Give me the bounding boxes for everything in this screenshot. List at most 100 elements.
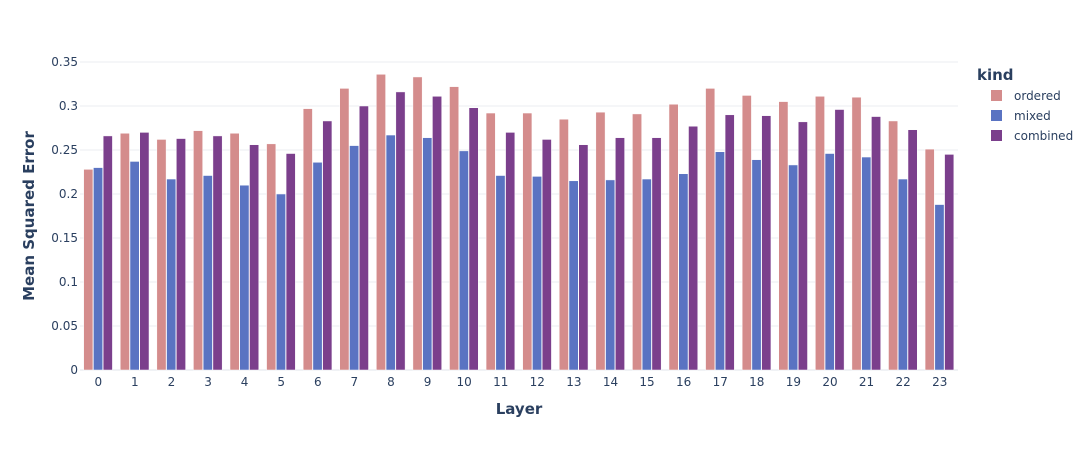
bar-combined-layer-18 [761,115,772,371]
x-tick-label: 2 [168,375,176,389]
bar-mixed-layer-6 [312,162,323,371]
bar-combined-layer-12 [541,139,552,371]
y-tick-label: 0 [70,363,78,377]
bar-combined-layer-19 [798,121,808,371]
y-tick-label: 0.35 [51,55,78,69]
y-tick-label: 0.3 [59,99,78,113]
bar-mixed-layer-7 [349,145,360,371]
bar-ordered-layer-19 [778,101,789,371]
bar-ordered-layer-21 [851,96,862,371]
x-axis-ticks: 0 1 2 3 4 5 6 7 8 9 10 11 12 13 14 15 16 17 18 19 20 21 22 23 [94,375,947,389]
bar-ordered-layer-8 [376,74,386,371]
bar-mixed-layer-0 [93,167,103,371]
bar-mixed-layer-14 [605,179,616,371]
legend-swatch-mixed [991,110,1002,121]
bars [83,74,955,371]
legend-swatch-combined [991,130,1002,141]
bar-combined-layer-4 [249,144,260,371]
x-tick-label: 3 [204,375,212,389]
y-axis-title: Mean Squared Error [20,131,38,301]
bar-mixed-layer-4 [239,184,250,371]
bar-ordered-layer-2 [156,139,167,371]
bar-ordered-layer-22 [888,120,898,371]
y-tick-label: 0.2 [59,187,78,201]
legend-label-combined: combined [1014,129,1073,143]
bar-combined-layer-9 [432,96,442,371]
bar-combined-layer-17 [724,114,735,371]
legend: kind ordered mixed combined [977,66,1073,143]
bar-ordered-layer-17 [705,88,716,371]
x-tick-label: 0 [94,375,102,389]
x-tick-label: 1 [131,375,139,389]
bar-combined-layer-13 [578,144,589,371]
bar-ordered-layer-13 [558,118,569,371]
x-tick-label: 21 [859,375,874,389]
bar-combined-layer-22 [907,129,918,371]
x-tick-label: 19 [786,375,801,389]
bar-ordered-layer-4 [229,133,240,371]
bar-ordered-layer-18 [741,95,752,371]
bar-mixed-layer-10 [459,150,469,371]
bar-ordered-layer-9 [412,76,423,371]
x-tick-label: 18 [749,375,764,389]
bar-mixed-layer-17 [715,151,725,371]
y-tick-label: 0.1 [59,275,78,289]
bar-ordered-layer-12 [522,112,533,371]
bar-ordered-layer-6 [302,108,313,371]
bar-ordered-layer-7 [339,88,350,371]
bar-mixed-layer-23 [934,204,945,371]
y-tick-label: 0.25 [51,143,78,157]
bar-mixed-layer-18 [751,159,762,371]
bar-ordered-layer-3 [193,130,203,371]
legend-label-ordered: ordered [1014,89,1061,103]
x-tick-label: 11 [493,375,508,389]
bar-ordered-layer-14 [595,111,606,371]
bar-combined-layer-8 [395,91,406,371]
bar-mixed-layer-15 [641,178,652,371]
bar-combined-layer-1 [139,132,150,371]
bar-mixed-layer-3 [202,175,213,371]
bar-ordered-layer-0 [83,169,94,371]
bar-combined-layer-6 [322,120,333,371]
bar-combined-layer-5 [285,153,296,371]
legend-items: ordered mixed combined [991,89,1073,143]
x-tick-label: 23 [932,375,947,389]
bar-combined-layer-0 [102,135,113,371]
bar-mixed-layer-9 [422,137,433,371]
bar-combined-layer-10 [468,107,479,371]
y-tick-label: 0.15 [51,231,78,245]
x-tick-label: 10 [456,375,471,389]
bar-mixed-layer-20 [824,153,835,371]
x-tick-label: 20 [822,375,837,389]
x-tick-label: 16 [676,375,691,389]
bar-ordered-layer-23 [924,148,935,371]
x-axis-title: Layer [496,400,543,418]
bar-combined-layer-16 [688,125,699,371]
bar-combined-layer-21 [871,116,881,371]
legend-swatch-ordered [991,90,1002,101]
legend-label-mixed: mixed [1014,109,1051,123]
bar-mixed-layer-16 [678,173,689,371]
x-tick-label: 6 [314,375,322,389]
bar-mixed-layer-12 [532,176,542,371]
bar-mixed-layer-21 [861,156,872,371]
x-tick-label: 17 [713,375,728,389]
x-tick-label: 12 [530,375,545,389]
bar-ordered-layer-11 [485,112,496,371]
gridlines [80,61,958,371]
bar-mixed-layer-2 [166,178,177,371]
bar-combined-layer-20 [834,109,845,371]
bar-ordered-layer-15 [632,113,642,371]
x-tick-label: 5 [277,375,285,389]
bar-ordered-layer-1 [119,133,130,371]
bar-combined-layer-15 [651,137,662,371]
bar-mixed-layer-5 [276,193,286,371]
x-tick-label: 22 [895,375,910,389]
bar-combined-layer-11 [505,132,516,371]
bar-ordered-layer-10 [449,86,459,371]
bar-combined-layer-3 [212,135,223,371]
bar-mixed-layer-11 [495,175,506,371]
bar-mixed-layer-22 [898,178,908,371]
